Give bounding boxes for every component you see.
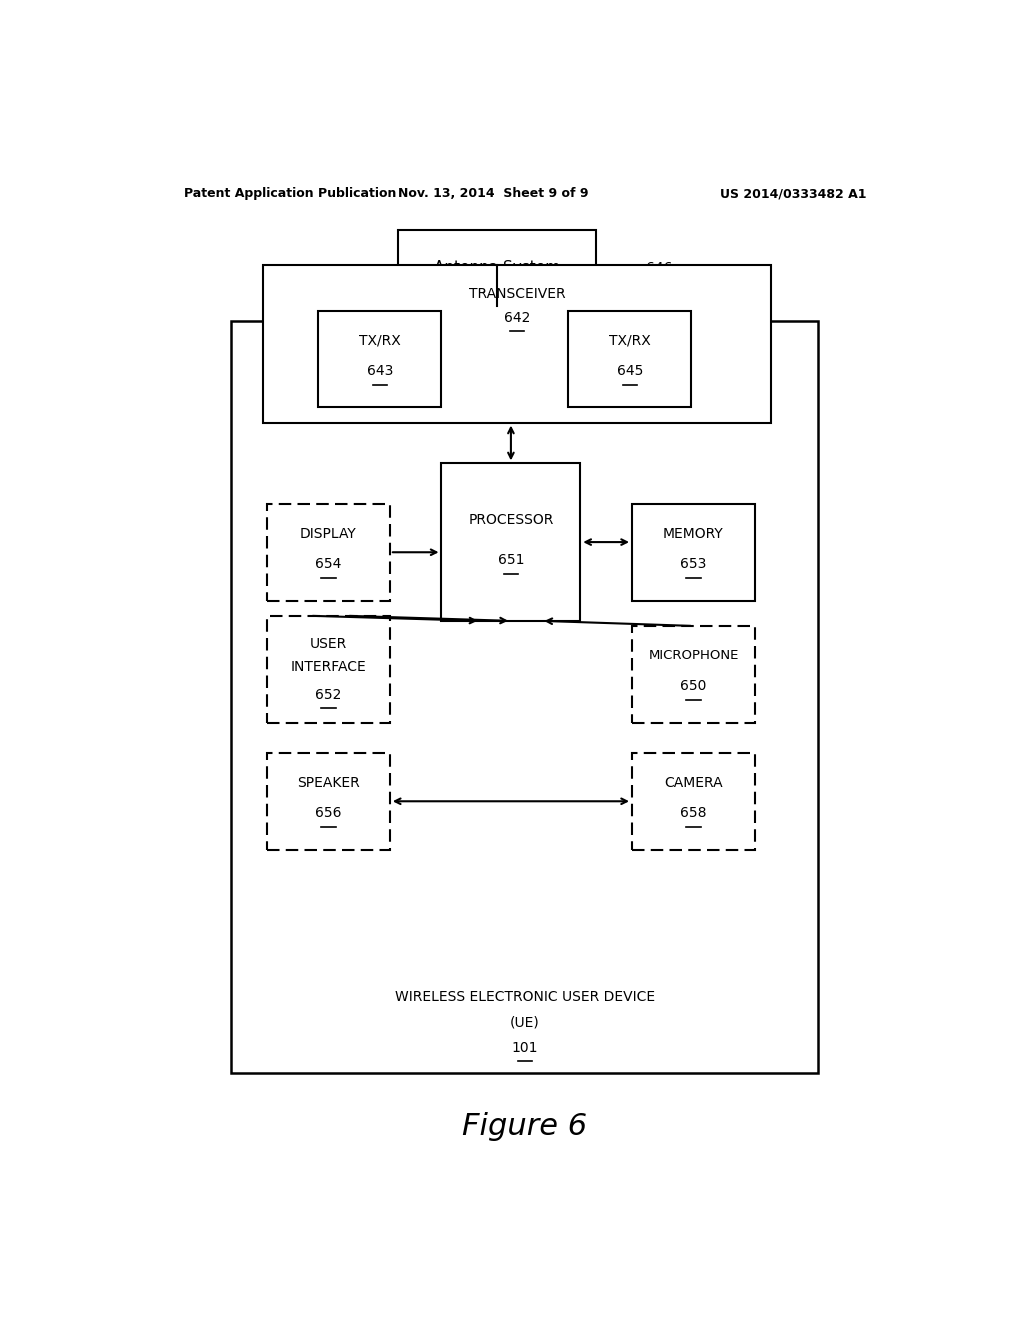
Bar	[568, 312, 691, 408]
Text: 643: 643	[367, 364, 393, 379]
Text: TX/RX: TX/RX	[359, 334, 400, 348]
Text: 651: 651	[498, 553, 524, 568]
Text: Figure 6: Figure 6	[462, 1111, 588, 1140]
Text: TRANSCEIVER: TRANSCEIVER	[469, 286, 565, 301]
Text: US 2014/0333482 A1: US 2014/0333482 A1	[720, 187, 866, 201]
Text: 653: 653	[680, 557, 707, 572]
Text: MICROPHONE: MICROPHONE	[648, 649, 738, 663]
Text: 650: 650	[680, 680, 707, 693]
Text: TX/RX: TX/RX	[609, 334, 651, 348]
Text: CAMERA: CAMERA	[665, 776, 723, 789]
Bar	[267, 752, 390, 850]
Text: Nov. 13, 2014  Sheet 9 of 9: Nov. 13, 2014 Sheet 9 of 9	[397, 187, 589, 201]
Bar	[632, 626, 755, 722]
Text: INTERFACE: INTERFACE	[291, 660, 367, 675]
Text: WIRELESS ELECTRONIC USER DEVICE: WIRELESS ELECTRONIC USER DEVICE	[394, 990, 655, 1005]
Bar	[267, 615, 390, 722]
Bar	[267, 504, 390, 601]
Text: 101: 101	[512, 1040, 538, 1055]
Text: DISPLAY: DISPLAY	[300, 527, 356, 541]
Text: 656: 656	[315, 807, 342, 821]
Bar	[231, 321, 818, 1073]
Text: (UE): (UE)	[510, 1015, 540, 1030]
Text: 654: 654	[315, 557, 342, 572]
Text: Antenna System: Antenna System	[434, 260, 560, 275]
Bar	[263, 265, 771, 422]
Text: 646: 646	[646, 260, 673, 275]
Text: PROCESSOR: PROCESSOR	[468, 512, 554, 527]
Text: 652: 652	[315, 688, 342, 701]
Text: 645: 645	[616, 364, 643, 379]
Bar	[318, 312, 441, 408]
Text: 658: 658	[680, 807, 707, 821]
Text: MEMORY: MEMORY	[664, 527, 724, 541]
Text: USER: USER	[309, 636, 347, 651]
Bar	[397, 230, 596, 306]
Text: SPEAKER: SPEAKER	[297, 776, 359, 789]
Bar	[632, 752, 755, 850]
Text: Patent Application Publication: Patent Application Publication	[183, 187, 396, 201]
Text: 642: 642	[504, 312, 530, 325]
Bar	[441, 463, 581, 620]
Bar	[632, 504, 755, 601]
